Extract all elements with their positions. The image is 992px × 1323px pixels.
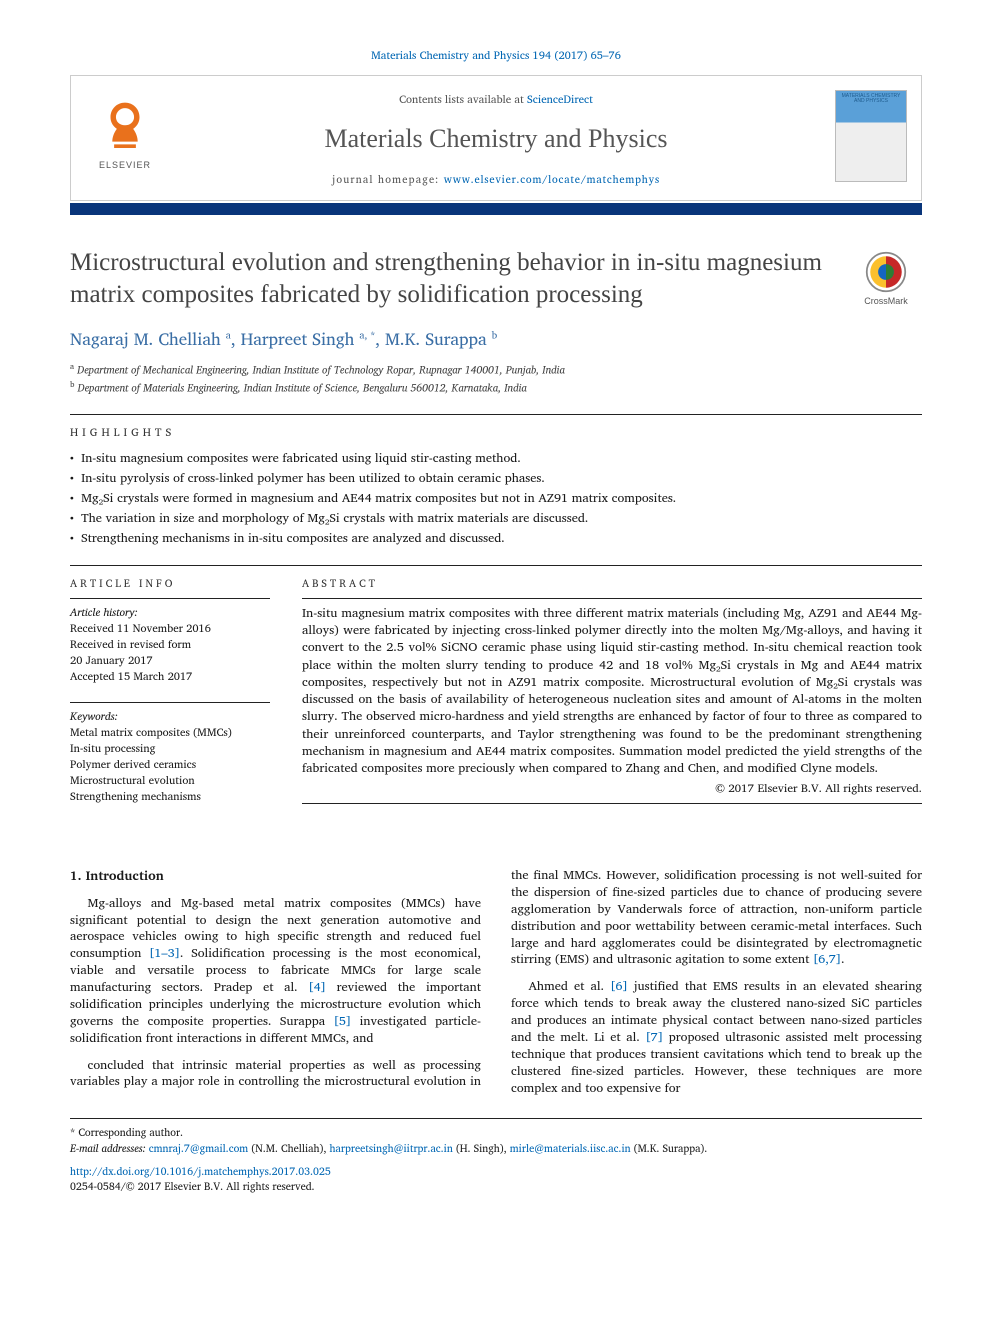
- highlight-item: Mg₂Si crystals were formed in magnesium …: [70, 490, 922, 507]
- keyword: Strengthening mechanisms: [70, 789, 270, 805]
- thin-rule: [302, 598, 922, 599]
- homepage-prefix: journal homepage:: [332, 170, 444, 188]
- homepage-line: journal homepage: www.elsevier.com/locat…: [181, 172, 811, 186]
- abstract-copyright: © 2017 Elsevier B.V. All rights reserved…: [302, 781, 922, 797]
- brand-color-bar: [70, 203, 922, 215]
- body-text-columns: 1. Introduction Mg-alloys and Mg-based m…: [70, 867, 922, 1098]
- authors: Nagaraj M. Chelliah a, Harpreet Singh a,…: [70, 329, 922, 352]
- highlight-item: Strengthening mechanisms in in-situ comp…: [70, 530, 922, 547]
- email-label: E-mail addresses:: [70, 1139, 146, 1157]
- highlight-item: In-situ magnesium composites were fabric…: [70, 450, 922, 467]
- article-info-heading: ARTICLE INFO: [70, 576, 270, 590]
- thin-rule: [70, 702, 270, 703]
- highlight-item: In-situ pyrolysis of cross-linked polyme…: [70, 470, 922, 487]
- crossmark-badge[interactable]: CrossMark: [850, 251, 922, 307]
- crossmark-label: CrossMark: [864, 296, 908, 306]
- highlights-heading: HIGHLIGHTS: [70, 425, 922, 440]
- email-link[interactable]: cmnraj.7@gmail.com: [149, 1139, 249, 1157]
- intro-heading: 1. Introduction: [70, 867, 481, 885]
- elsevier-logo: ELSEVIER: [85, 90, 165, 180]
- thin-rule: [302, 803, 922, 804]
- page-footer: * Corresponding author. E-mail addresses…: [70, 1118, 922, 1194]
- article-history: Article history: Received 11 November 20…: [70, 605, 270, 685]
- section-rule: [70, 565, 922, 566]
- thin-rule: [70, 598, 270, 599]
- intro-p3: Ahmed et al. [6] justified that EMS resu…: [511, 978, 922, 1096]
- issn-copyright: 0254-0584/© 2017 Elsevier B.V. All right…: [70, 1179, 922, 1194]
- affiliation: b Department of Materials Engineering, I…: [70, 378, 922, 396]
- abstract-heading: ABSTRACT: [302, 576, 922, 590]
- highlight-item: The variation in size and morphology of …: [70, 510, 922, 527]
- publisher-brand: ELSEVIER: [99, 159, 151, 171]
- sciencedirect-link[interactable]: ScienceDirect: [527, 90, 593, 108]
- abstract-text: In-situ magnesium matrix composites with…: [302, 605, 922, 778]
- ref-link[interactable]: [6,7]: [813, 949, 841, 969]
- affiliation: a Department of Mechanical Engineering, …: [70, 360, 922, 378]
- intro-p1: Mg-alloys and Mg-based metal matrix comp…: [70, 895, 481, 1047]
- article-title: Microstructural evolution and strengthen…: [70, 247, 832, 311]
- homepage-link[interactable]: www.elsevier.com/locate/matchemphys: [444, 170, 660, 188]
- email-link[interactable]: harpreetsingh@iitrpr.ac.in: [330, 1139, 453, 1157]
- journal-cover-thumb: MATERIALS CHEMISTRY AND PHYSICS: [835, 90, 907, 182]
- journal-masthead: ELSEVIER MATERIALS CHEMISTRY AND PHYSICS…: [70, 75, 922, 201]
- contents-prefix: Contents lists available at: [399, 90, 527, 108]
- email-line: E-mail addresses: cmnraj.7@gmail.com (N.…: [70, 1141, 922, 1156]
- journal-name: Materials Chemistry and Physics: [181, 121, 811, 156]
- history-line: Accepted 15 March 2017: [70, 669, 270, 685]
- highlights-list: In-situ magnesium composites were fabric…: [70, 450, 922, 546]
- email-link[interactable]: mirle@materials.iisc.ac.in: [510, 1139, 631, 1157]
- contents-line: Contents lists available at ScienceDirec…: [181, 92, 811, 107]
- citation-header: Materials Chemistry and Physics 194 (201…: [70, 48, 922, 63]
- section-rule: [70, 414, 922, 415]
- affiliations: a Department of Mechanical Engineering, …: [70, 360, 922, 397]
- keywords-block: Keywords: Metal matrix composites (MMCs)…: [70, 709, 270, 805]
